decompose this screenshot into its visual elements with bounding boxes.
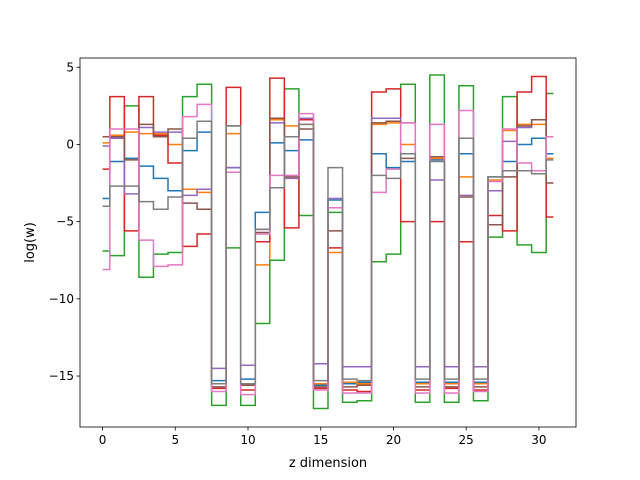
series-group xyxy=(102,74,554,410)
y-tick-label: −5 xyxy=(56,215,74,229)
x-tick-label: 20 xyxy=(386,433,401,447)
y-tick-label: −10 xyxy=(49,292,74,306)
x-axis-label: z dimension xyxy=(289,456,367,471)
y-tick-label: −15 xyxy=(49,369,74,383)
x-tick-label: 30 xyxy=(531,433,546,447)
y-tick-label: 5 xyxy=(66,60,74,74)
x-tick-label: 0 xyxy=(99,433,107,447)
x-tick-label: 15 xyxy=(313,433,328,447)
axes-group: 0 5 10 15 20 25 30 5 0 −5 −10 −15 xyxy=(49,57,577,447)
x-tick-label: 10 xyxy=(240,433,255,447)
series-line-8 xyxy=(102,120,554,385)
x-tick-label: 5 xyxy=(171,433,179,447)
y-axis-label: log(w) xyxy=(23,222,38,263)
x-tick-label: 25 xyxy=(459,433,474,447)
axes-frame xyxy=(79,57,577,428)
y-tick-label: 0 xyxy=(66,137,74,151)
